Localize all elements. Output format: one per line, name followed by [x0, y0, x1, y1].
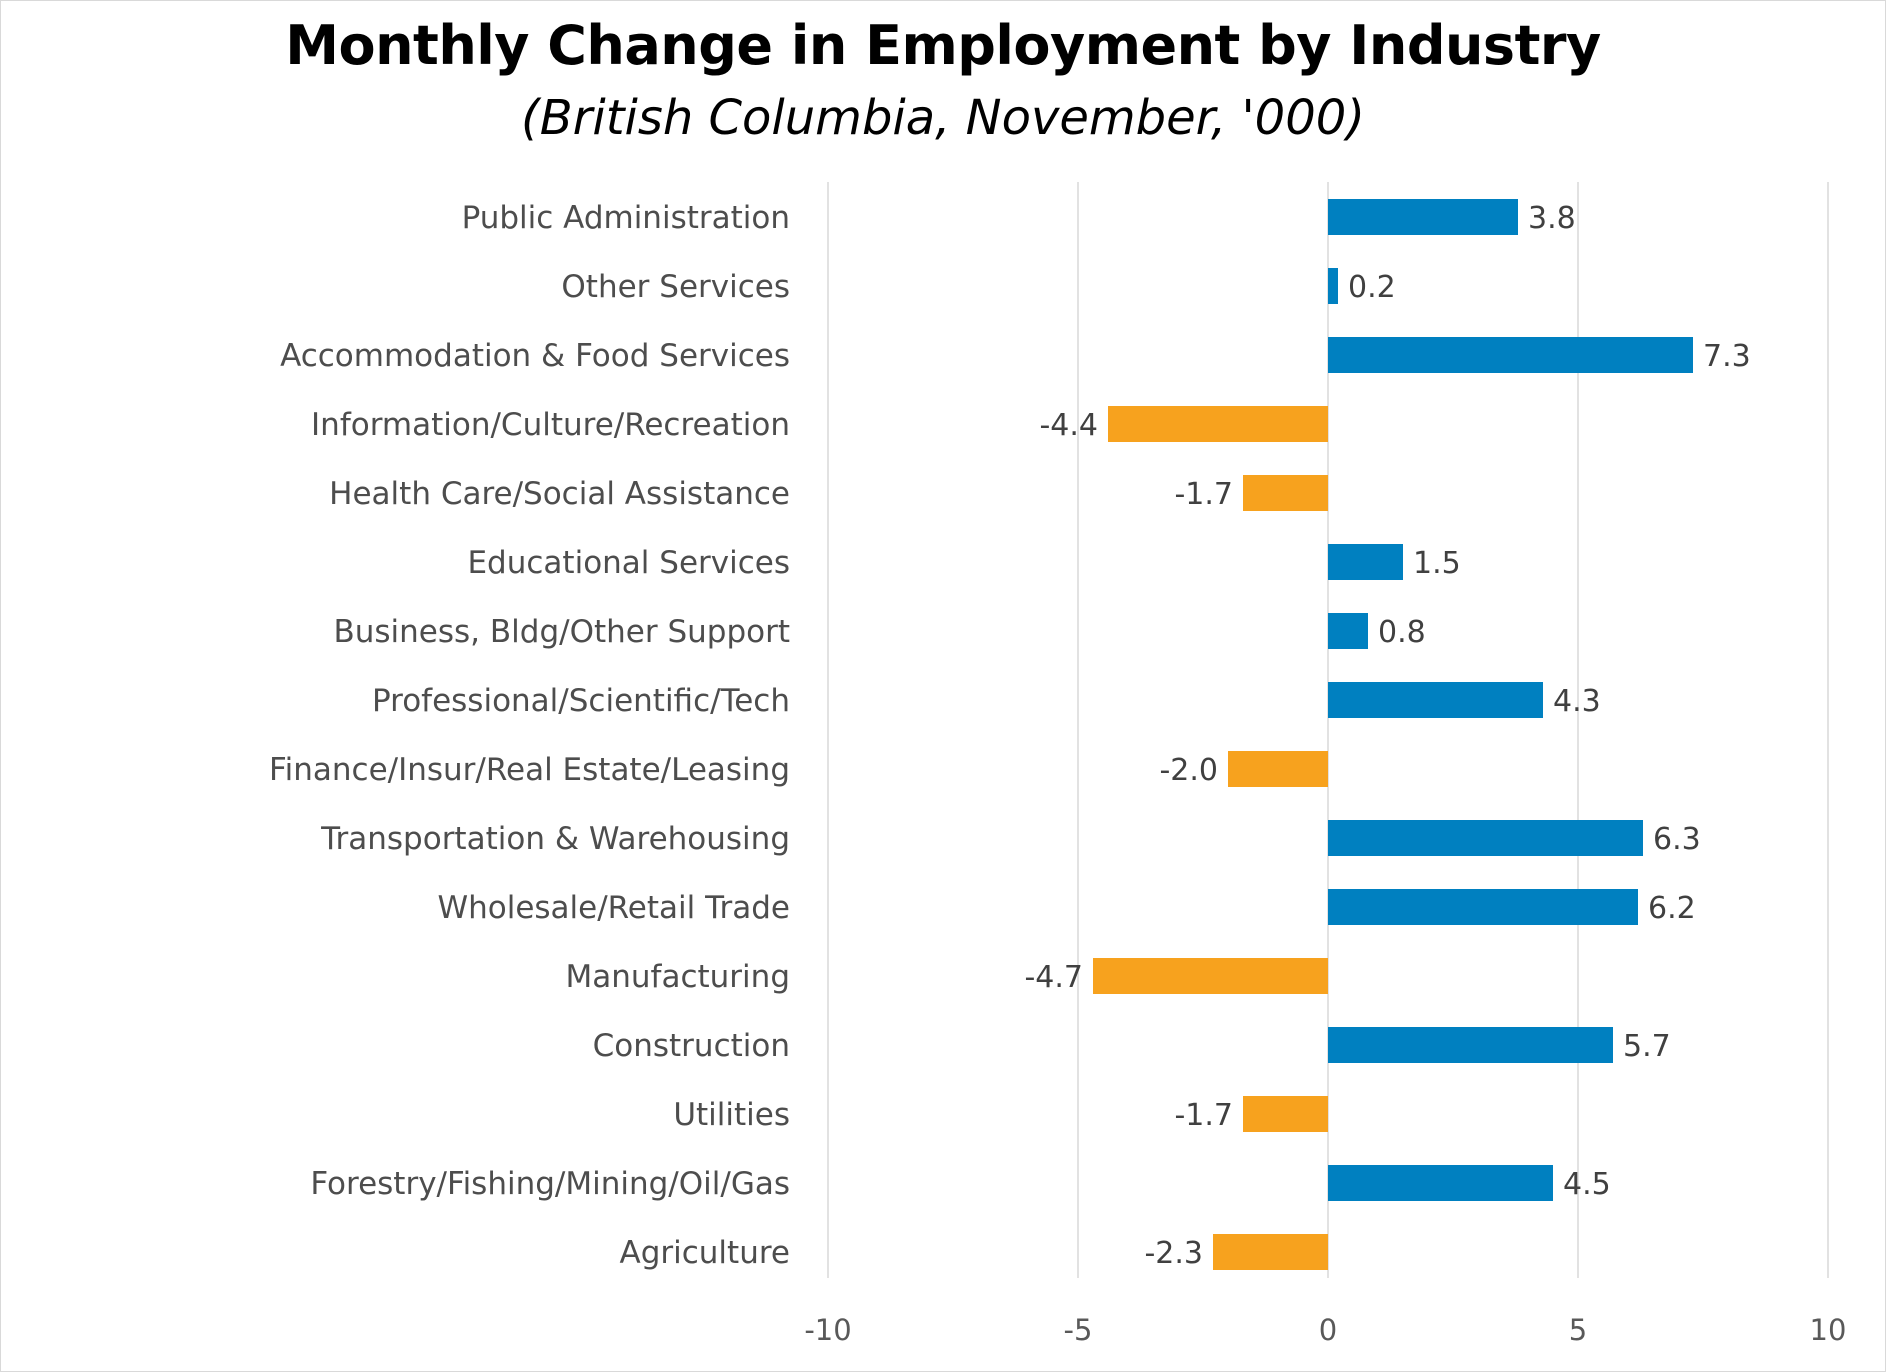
category-label: Professional/Scientific/Tech	[372, 683, 790, 719]
data-label: 4.5	[1563, 1167, 1611, 1202]
category-label: Utilities	[673, 1097, 790, 1133]
data-label: -2.3	[1144, 1236, 1203, 1271]
x-axis-tick-labels: -10 -5 0 5 10	[804, 1313, 1846, 1347]
bars	[1093, 199, 1693, 1270]
bar	[1328, 682, 1543, 718]
x-tick-label: 0	[1319, 1313, 1337, 1347]
data-label: 0.8	[1378, 615, 1426, 650]
bar	[1328, 889, 1638, 925]
category-label: Business, Bldg/Other Support	[333, 614, 790, 650]
data-label: 5.7	[1623, 1029, 1671, 1064]
bar	[1328, 337, 1693, 373]
category-label: Information/Culture/Recreation	[311, 407, 790, 443]
category-label: Construction	[593, 1028, 790, 1064]
category-label: Health Care/Social Assistance	[329, 476, 790, 512]
x-tick-label: 10	[1810, 1313, 1847, 1347]
bar	[1328, 1027, 1613, 1063]
category-label: Forestry/Fishing/Mining/Oil/Gas	[310, 1166, 790, 1202]
x-tick-label: 5	[1569, 1313, 1587, 1347]
bar	[1328, 199, 1518, 235]
bar	[1213, 1234, 1328, 1270]
data-label: 6.2	[1648, 891, 1696, 926]
data-label: -2.0	[1159, 753, 1218, 788]
x-tick-label: -10	[804, 1313, 851, 1347]
bar	[1243, 475, 1328, 511]
category-label: Finance/Insur/Real Estate/Leasing	[269, 752, 790, 788]
category-label: Agriculture	[620, 1235, 791, 1271]
category-label: Accommodation & Food Services	[280, 338, 790, 374]
bar	[1228, 751, 1328, 787]
data-label: 0.2	[1348, 270, 1396, 305]
data-label: -1.7	[1174, 477, 1233, 512]
data-label: 1.5	[1413, 546, 1461, 581]
bar	[1108, 406, 1328, 442]
data-label: -4.4	[1039, 408, 1098, 443]
category-label: Transportation & Warehousing	[320, 821, 790, 857]
bar	[1328, 268, 1338, 304]
bar	[1328, 1165, 1553, 1201]
chart-title: Monthly Change in Employment by Industry	[285, 14, 1601, 77]
data-label: -1.7	[1174, 1098, 1233, 1133]
data-label: 4.3	[1553, 684, 1601, 719]
chart-subtitle: (British Columbia, November, '000)	[520, 90, 1366, 146]
category-label: Wholesale/Retail Trade	[437, 890, 790, 926]
bar	[1093, 958, 1328, 994]
category-label: Public Administration	[462, 200, 790, 236]
category-labels: Public Administration Other Services Accom…	[269, 200, 790, 1271]
category-label: Other Services	[561, 269, 790, 305]
data-label: -4.7	[1024, 960, 1083, 995]
bar	[1328, 544, 1403, 580]
category-label: Educational Services	[467, 545, 790, 581]
bar	[1328, 820, 1643, 856]
bar	[1243, 1096, 1328, 1132]
data-label: 3.8	[1528, 201, 1576, 236]
data-label: 6.3	[1653, 822, 1701, 857]
category-label: Manufacturing	[566, 959, 790, 995]
value-labels: 3.8 0.2 7.3 -4.4 -1.7 1.5 0.8 4.3 -2.0 6.3 6.2 -4.7…	[1024, 201, 1750, 1271]
x-tick-label: -5	[1064, 1313, 1093, 1347]
data-label: 7.3	[1703, 339, 1751, 374]
bar	[1328, 613, 1368, 649]
